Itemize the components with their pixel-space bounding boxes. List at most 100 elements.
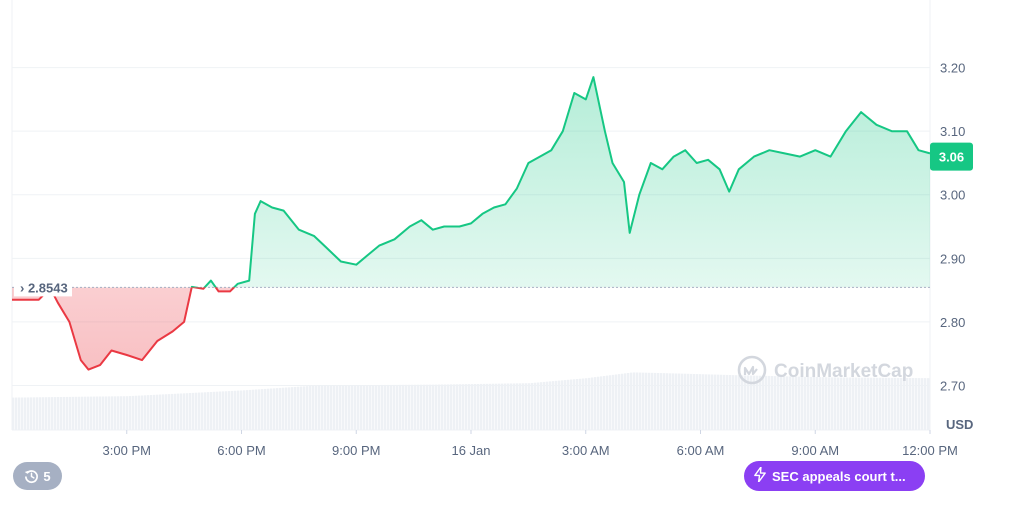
- volume-bar: [537, 382, 540, 430]
- volume-bar: [117, 396, 120, 430]
- volume-bar: [657, 372, 660, 430]
- volume-bar: [204, 392, 207, 430]
- volume-bar: [678, 373, 681, 430]
- volume-bar: [24, 397, 27, 430]
- volume-bar: [387, 384, 390, 430]
- volume-bar: [912, 378, 915, 430]
- volume-bar: [297, 386, 300, 430]
- volume-bar: [129, 396, 132, 430]
- volume-bar: [588, 377, 591, 430]
- volume-bar: [480, 383, 483, 430]
- volume-bar: [498, 383, 501, 430]
- volume-bar: [888, 377, 891, 430]
- last-price-tag: 3.06: [930, 142, 973, 171]
- volume-bar: [768, 375, 771, 430]
- volume-bar: [102, 396, 105, 430]
- volume-bar: [555, 380, 558, 430]
- volume-bar: [306, 386, 309, 430]
- volume-bar: [735, 375, 738, 430]
- x-tick-label: 3:00 PM: [103, 443, 151, 458]
- axes: 3.20 3.10 3.00 2.90 2.80 2.70 USD 3:00 PM 6:00 P…: [14, 61, 973, 458]
- lightning-icon: [754, 466, 766, 485]
- volume-bar: [771, 376, 774, 430]
- last-price-value: 3.06: [939, 150, 964, 165]
- volume-bar: [75, 396, 78, 430]
- volume-bar: [45, 397, 48, 430]
- volume-bar: [243, 390, 246, 430]
- y-tick-label: 3.10: [940, 124, 965, 139]
- volume-bar: [186, 393, 189, 430]
- volume-bar: [264, 388, 267, 430]
- volume-bar: [345, 385, 348, 430]
- y-tick-label: 3.00: [940, 188, 965, 203]
- volume-bar: [354, 385, 357, 430]
- volume-bar: [645, 372, 648, 430]
- volume-bar: [255, 389, 258, 430]
- volume-bar: [495, 383, 498, 430]
- volume-bar: [717, 374, 720, 430]
- volume-bar: [486, 383, 489, 430]
- volume-bar: [882, 377, 885, 430]
- volume-bar: [750, 375, 753, 430]
- volume-bar: [531, 382, 534, 430]
- volume-bar: [714, 374, 717, 430]
- news-event-button[interactable]: SEC appeals court t...: [744, 461, 925, 491]
- volume-bar: [168, 394, 171, 430]
- volume-bar: [432, 384, 435, 430]
- volume-bar: [513, 383, 516, 430]
- volume-bar: [288, 387, 291, 430]
- volume-bar: [57, 397, 60, 430]
- volume-bar: [36, 397, 39, 430]
- volume-bar: [285, 387, 288, 430]
- volume-bar: [234, 390, 237, 430]
- volume-bar: [459, 384, 462, 430]
- volume-bar: [192, 392, 195, 430]
- volume-bar: [564, 380, 567, 430]
- volume-bar: [159, 394, 162, 430]
- volume-bar: [96, 396, 99, 430]
- volume-bar: [738, 375, 741, 430]
- volume-bar: [426, 384, 429, 430]
- volume-bar: [585, 378, 588, 430]
- volume-bar: [411, 384, 414, 430]
- volume-bar: [708, 374, 711, 430]
- volume-bar: [690, 373, 693, 430]
- volume-bar: [183, 393, 186, 430]
- volume-bar: [132, 395, 135, 430]
- volume-bar: [834, 377, 837, 430]
- volume-bar: [582, 378, 585, 430]
- volume-bar: [846, 377, 849, 430]
- volume-bar: [162, 394, 165, 430]
- volume-bar: [324, 385, 327, 430]
- volume-bar: [594, 377, 597, 430]
- volume-bar: [696, 374, 699, 430]
- volume-bar: [879, 377, 882, 430]
- volume-bar: [315, 385, 318, 430]
- volume-bar: [477, 383, 480, 430]
- volume-bar: [357, 385, 360, 430]
- volume-bar: [927, 378, 930, 430]
- volume-bar: [612, 374, 615, 430]
- volume-bar: [381, 384, 384, 430]
- history-icon: [24, 469, 39, 484]
- volume-bar: [606, 375, 609, 430]
- volume-bar: [78, 396, 81, 430]
- volume-bar: [633, 372, 636, 430]
- volume-bar: [414, 384, 417, 430]
- volume-bar: [210, 391, 213, 430]
- y-tick-label: 2.90: [940, 251, 965, 266]
- volume-bar: [444, 384, 447, 430]
- baseline-label: › 2.8543: [14, 277, 72, 297]
- volume-bar: [543, 381, 546, 430]
- volume-bar: [525, 383, 528, 430]
- volume-bar: [474, 384, 477, 430]
- volume-bar: [408, 384, 411, 430]
- volume-bar: [837, 377, 840, 430]
- volume-bar: [825, 377, 828, 430]
- volume-bar: [921, 378, 924, 430]
- volume-bar: [855, 377, 858, 430]
- volume-bar: [327, 385, 330, 430]
- events-button[interactable]: 5: [13, 462, 62, 490]
- price-line-down: [12, 287, 236, 371]
